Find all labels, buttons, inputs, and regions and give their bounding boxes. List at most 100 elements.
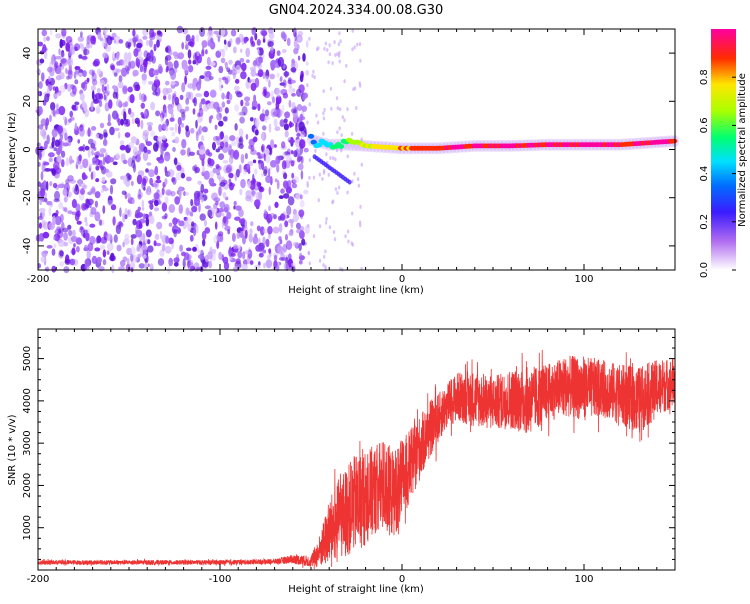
signal-cell <box>310 139 317 145</box>
colorbar-tick-label: 0.4 <box>699 166 710 182</box>
noise-blob <box>285 240 293 251</box>
noise-blob <box>254 118 260 128</box>
noise-blob <box>308 175 311 180</box>
noise-blob <box>94 211 101 222</box>
colorbar-ticks: 0.0 0.2 0.4 0.6 0.8 <box>699 69 736 278</box>
noise-blob <box>177 124 181 135</box>
y-tick-label: -20 <box>22 190 33 206</box>
noise-blob <box>78 146 84 152</box>
noise-blob <box>38 81 43 89</box>
noise-blob <box>282 79 287 88</box>
noise-blob <box>232 266 239 273</box>
noise-blob <box>102 187 109 192</box>
noise-blob <box>168 237 174 245</box>
noise-blob <box>215 50 222 58</box>
noise-blob <box>298 260 303 265</box>
x-tick-label: -200 <box>27 574 50 585</box>
noise-blob <box>322 131 325 136</box>
noise-blob <box>72 85 77 95</box>
noise-blob <box>260 29 267 36</box>
noise-blob <box>278 223 283 233</box>
noise-blob <box>90 171 94 180</box>
noise-blob <box>296 156 302 163</box>
noise-blob <box>207 157 212 165</box>
noise-blob <box>239 58 245 63</box>
noise-blob <box>277 155 281 162</box>
noise-blob <box>91 186 96 195</box>
noise-blob <box>321 176 324 181</box>
noise-blob <box>242 235 246 245</box>
noise-blob <box>351 211 354 216</box>
noise-blob <box>125 65 129 72</box>
noise-blob <box>150 101 156 111</box>
noise-blob <box>267 41 274 47</box>
noise-blob <box>305 69 310 76</box>
noise-blob <box>92 156 98 164</box>
noise-blob <box>126 209 132 218</box>
noise-blob <box>148 200 154 205</box>
noise-blob <box>73 71 77 79</box>
noise-blob <box>235 258 241 265</box>
noise-blob <box>83 184 88 190</box>
noise-blob <box>86 199 91 204</box>
y-tick-label: 40 <box>22 47 33 60</box>
noise-blob <box>246 163 250 170</box>
noise-blob <box>180 172 186 179</box>
noise-blob <box>207 39 214 47</box>
noise-blob <box>285 154 292 162</box>
noise-blob <box>336 52 339 56</box>
noise-blob <box>60 213 64 223</box>
noise-blob <box>249 117 254 122</box>
noise-blob <box>299 252 302 258</box>
noise-blob <box>77 36 85 42</box>
noise-blob <box>307 223 310 228</box>
noise-blob <box>68 229 73 237</box>
noise-blob <box>283 118 288 124</box>
noise-blob <box>62 116 66 121</box>
noise-blob <box>244 229 248 239</box>
noise-blob <box>147 125 153 132</box>
noise-blob <box>279 77 283 82</box>
noise-blob <box>329 156 332 160</box>
noise-blob <box>71 247 76 256</box>
noise-blob <box>116 244 122 252</box>
noise-blob <box>74 79 79 85</box>
noise-blob <box>95 178 100 183</box>
noise-blob <box>179 244 184 252</box>
noise-blob <box>221 92 225 100</box>
noise-blob <box>298 121 305 132</box>
noise-blob <box>283 262 289 270</box>
snr-panel: -200 -100 0 100 1000 2000 3000 4000 5000 Height… <box>7 328 676 595</box>
noise-blob <box>258 245 264 253</box>
noise-blob <box>194 196 200 207</box>
noise-blob <box>154 233 160 240</box>
noise-blob <box>99 219 102 226</box>
noise-blob <box>322 170 326 175</box>
noise-blob <box>264 148 270 156</box>
noise-blob <box>115 68 122 73</box>
noise-blob <box>174 55 180 59</box>
noise-blob <box>76 210 81 218</box>
noise-blob <box>317 198 320 203</box>
noise-blob <box>46 266 50 273</box>
noise-blob <box>230 29 237 37</box>
noise-blob <box>237 142 240 148</box>
noise-blob <box>351 28 354 33</box>
noise-blob <box>301 238 306 246</box>
noise-blob <box>213 30 220 35</box>
noise-blob <box>168 257 174 267</box>
noise-blob <box>160 110 165 115</box>
noise-blob <box>164 196 169 205</box>
noise-blob <box>145 217 150 227</box>
noise-blob <box>96 108 101 114</box>
noise-blob <box>203 71 207 79</box>
noise-blob <box>237 111 245 117</box>
noise-blob <box>96 87 101 94</box>
noise-blob <box>153 192 160 200</box>
noise-blob <box>160 146 164 156</box>
noise-blob <box>296 228 303 234</box>
noise-blob <box>174 96 180 106</box>
noise-blob <box>235 37 241 45</box>
noise-blob <box>147 186 150 195</box>
